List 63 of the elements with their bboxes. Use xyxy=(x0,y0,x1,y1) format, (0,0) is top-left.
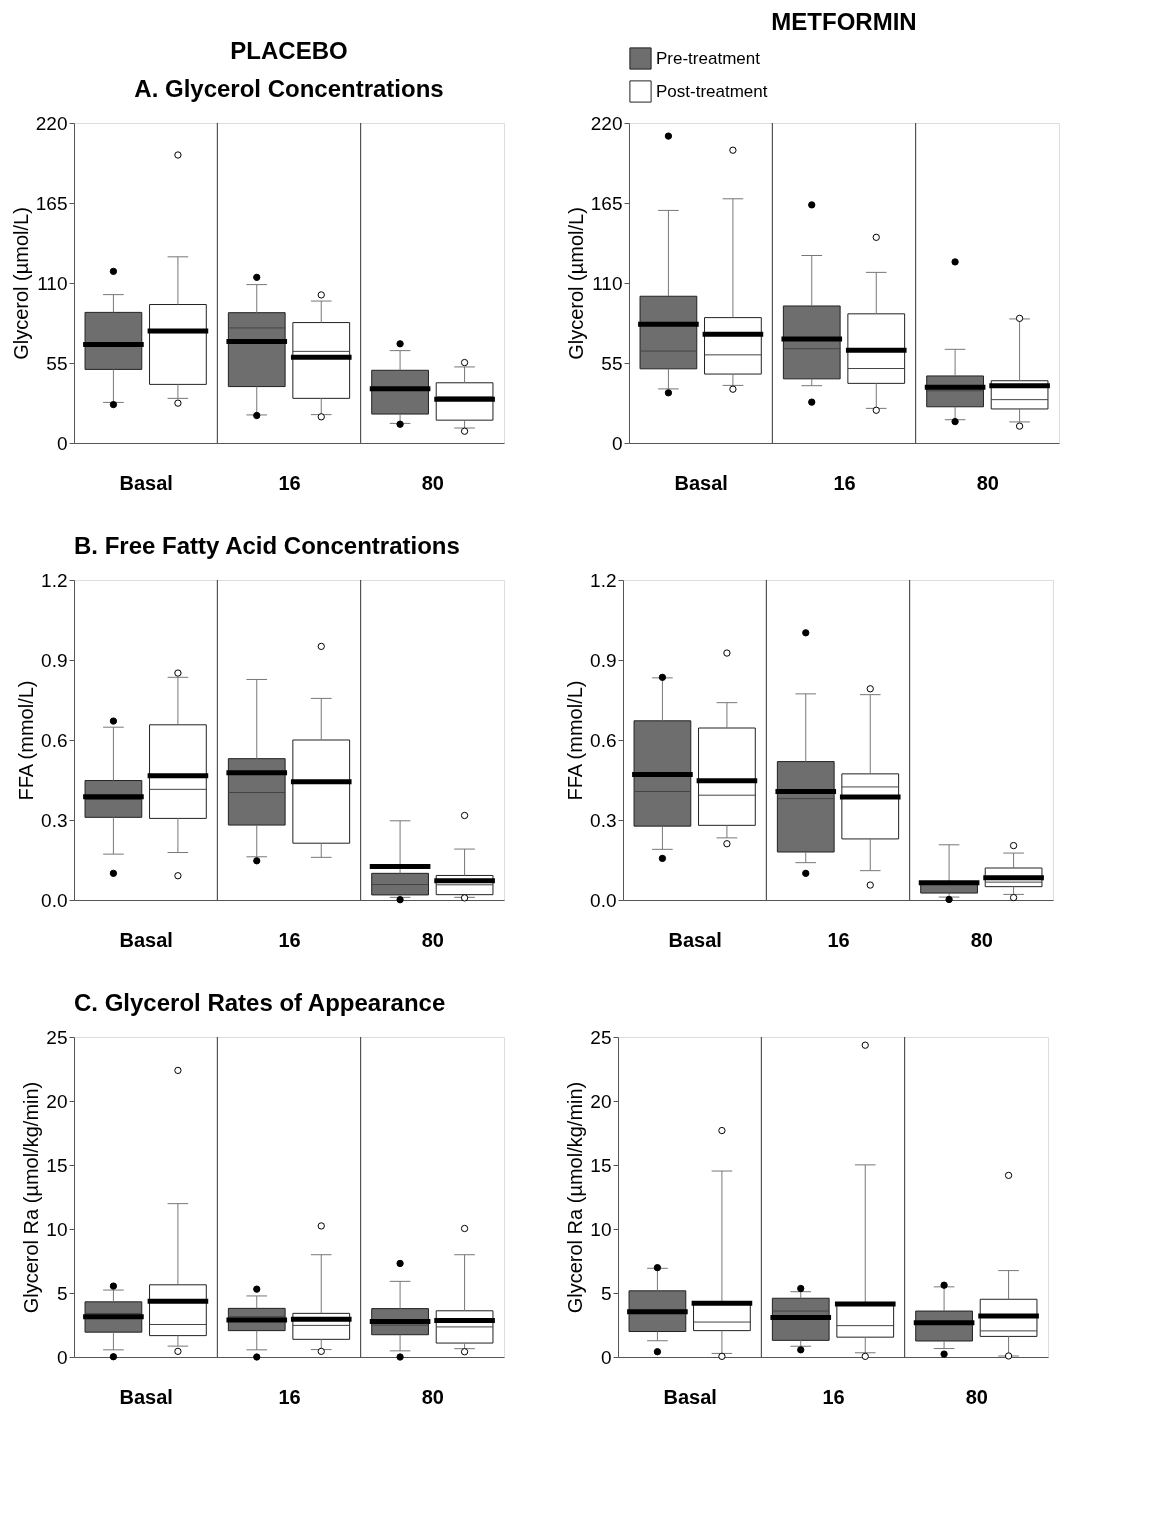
y-tick-label: 0.6 xyxy=(590,729,617,751)
y-tick-label: 110 xyxy=(37,272,68,294)
x-tick-label: 16 xyxy=(278,1385,301,1408)
y-tick-label: 15 xyxy=(46,1154,68,1176)
y-tick-label: 220 xyxy=(590,112,623,134)
chart-subtitle: A. Glycerol Concentrations xyxy=(134,75,444,102)
chart-title: B. Free Fatty Acid Concentrations xyxy=(74,532,460,559)
y-tick-label: 220 xyxy=(35,112,68,134)
y-tick-label: 0.3 xyxy=(590,809,617,831)
x-tick-label: Basal xyxy=(663,1385,717,1408)
y-tick-label: 55 xyxy=(46,352,68,374)
y-tick-label: 20 xyxy=(590,1090,612,1112)
y-tick-label: 1.2 xyxy=(41,569,68,591)
x-tick-label: Basal xyxy=(119,1385,173,1408)
x-tick-label: Basal xyxy=(119,471,173,494)
y-tick-label: 0.0 xyxy=(41,889,68,911)
x-tick-label: 16 xyxy=(822,1385,845,1408)
y-tick-label: 25 xyxy=(46,1026,68,1048)
chart-title: C. Glycerol Rates of Appearance xyxy=(74,989,446,1016)
y-tick-label: 110 xyxy=(592,272,623,294)
y-axis-title: FFA (mmol/L) xyxy=(15,680,38,801)
y-tick-label: 0.0 xyxy=(590,889,617,911)
y-tick-label: 5 xyxy=(600,1282,612,1304)
chart-title: METFORMIN xyxy=(771,8,917,35)
x-tick-label: Basal xyxy=(668,928,722,951)
y-axis-title: Glycerol Ra (µmol/kg/min) xyxy=(20,1081,43,1314)
x-tick-label: 16 xyxy=(278,928,301,951)
x-tick-label: 80 xyxy=(965,1385,988,1408)
y-tick-label: 0 xyxy=(611,432,623,454)
y-tick-label: 0.9 xyxy=(590,649,617,671)
y-tick-label: 5 xyxy=(56,1282,68,1304)
y-tick-label: 15 xyxy=(590,1154,612,1176)
x-tick-label: 80 xyxy=(970,928,993,951)
x-tick-label: Basal xyxy=(119,928,173,951)
legend-label: Pre-treatment xyxy=(656,48,761,68)
x-tick-label: 80 xyxy=(421,471,444,494)
y-axis-title: FFA (mmol/L) xyxy=(564,680,587,801)
y-tick-label: 10 xyxy=(590,1218,612,1240)
y-tick-label: 0.9 xyxy=(41,649,68,671)
y-axis-title: Glycerol (µmol/L) xyxy=(9,207,32,360)
y-axis-title: Glycerol Ra (µmol/kg/min) xyxy=(564,1081,587,1314)
x-tick-label: 80 xyxy=(421,1385,444,1408)
y-tick-label: 20 xyxy=(46,1090,68,1112)
x-tick-label: 16 xyxy=(833,471,856,494)
y-tick-label: 10 xyxy=(46,1218,68,1240)
x-tick-label: 16 xyxy=(278,471,301,494)
y-tick-label: 165 xyxy=(590,192,623,214)
x-tick-label: Basal xyxy=(674,471,728,494)
y-tick-label: 0 xyxy=(56,432,68,454)
x-tick-label: 16 xyxy=(827,928,850,951)
y-axis-title: Glycerol (µmol/L) xyxy=(564,207,587,360)
y-tick-label: 0 xyxy=(56,1346,68,1368)
legend-label: Post-treatment xyxy=(656,81,768,101)
y-tick-label: 0.3 xyxy=(41,809,68,831)
y-tick-label: 0 xyxy=(600,1346,612,1368)
x-tick-label: 80 xyxy=(976,471,999,494)
y-tick-label: 165 xyxy=(35,192,68,214)
y-tick-label: 25 xyxy=(590,1026,612,1048)
chart-title: PLACEBO xyxy=(230,37,348,64)
y-tick-label: 1.2 xyxy=(590,569,617,591)
y-tick-label: 0.6 xyxy=(41,729,68,751)
x-tick-label: 80 xyxy=(421,928,444,951)
y-tick-label: 55 xyxy=(601,352,623,374)
